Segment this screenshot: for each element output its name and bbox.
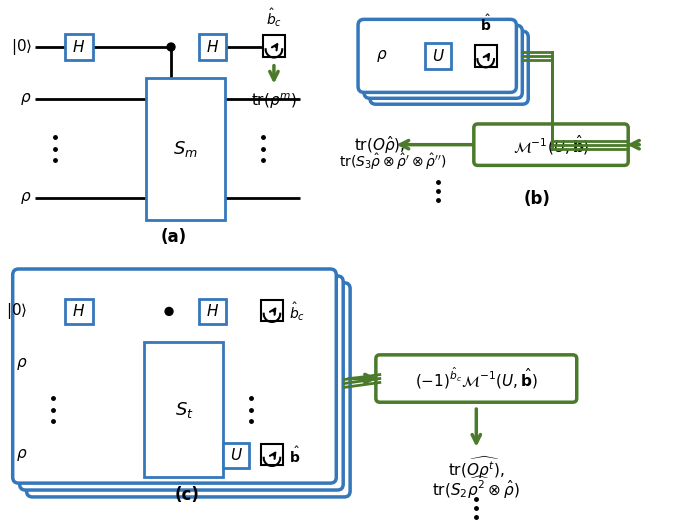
Text: $\rho$: $\rho$ [20,190,32,206]
FancyBboxPatch shape [358,19,516,93]
Text: (a): (a) [161,229,187,246]
Text: $H$: $H$ [206,303,219,320]
FancyBboxPatch shape [199,299,227,324]
FancyBboxPatch shape [65,299,93,324]
Text: $\mathrm{tr}(\widehat{O\rho^t}),$: $\mathrm{tr}(\widehat{O\rho^t}),$ [448,454,505,481]
Text: $\mathrm{tr}(O\hat{\rho}),$: $\mathrm{tr}(O\hat{\rho}),$ [354,134,406,156]
FancyBboxPatch shape [474,124,628,165]
Text: $(-1)^{\hat{b}_c}\mathcal{M}^{-1}(U,\hat{\mathbf{b}})$: $(-1)^{\hat{b}_c}\mathcal{M}^{-1}(U,\hat… [415,366,538,391]
Text: $H$: $H$ [206,39,219,55]
Text: $\mathrm{tr}(S_3\hat{\rho}\otimes\hat{\rho}^{\prime}\otimes\hat{\rho}^{\prime\pr: $\mathrm{tr}(S_3\hat{\rho}\otimes\hat{\r… [339,152,447,172]
Bar [261,300,283,321]
FancyBboxPatch shape [13,269,336,483]
Text: $\rho$: $\rho$ [16,356,27,372]
Text: $\hat{\mathbf{b}}$: $\hat{\mathbf{b}}$ [480,14,491,34]
Text: $\rho$: $\rho$ [16,448,27,463]
FancyBboxPatch shape [20,276,343,490]
FancyBboxPatch shape [376,355,577,402]
Text: $S_m$: $S_m$ [173,139,198,158]
Text: (c): (c) [175,486,199,504]
Text: $\rho$: $\rho$ [20,92,32,107]
Text: $S_t$: $S_t$ [175,400,193,419]
Bar [261,444,283,465]
Text: $U$: $U$ [432,48,445,64]
Text: $\rho$: $\rho$ [376,48,388,64]
FancyBboxPatch shape [145,342,223,477]
FancyBboxPatch shape [223,442,249,468]
Text: $\mathrm{tr}(\rho^m)$: $\mathrm{tr}(\rho^m)$ [251,92,297,111]
FancyBboxPatch shape [65,34,93,60]
FancyBboxPatch shape [370,31,528,104]
Text: $\hat{b}_c$: $\hat{b}_c$ [289,300,305,323]
FancyBboxPatch shape [199,34,227,60]
FancyBboxPatch shape [147,77,225,220]
Text: $U$: $U$ [230,448,242,463]
Text: $\hat{\mathbf{b}}$: $\hat{\mathbf{b}}$ [289,446,300,465]
Text: (b): (b) [524,190,551,208]
Text: $H$: $H$ [73,39,86,55]
Text: $H$: $H$ [73,303,86,320]
Circle shape [167,43,175,51]
Text: $\hat{b}_c$: $\hat{b}_c$ [266,7,282,29]
Bar [263,35,285,57]
FancyBboxPatch shape [27,283,350,497]
Bar [475,45,497,67]
Text: $|0\rangle$: $|0\rangle$ [6,301,27,322]
Text: $\mathrm{tr}(S_2\widehat{\rho^2}\otimes\hat{\rho})$: $\mathrm{tr}(S_2\widehat{\rho^2}\otimes\… [432,475,520,502]
FancyBboxPatch shape [364,25,523,98]
FancyBboxPatch shape [425,43,451,69]
Circle shape [165,308,173,315]
Text: $\mathcal{M}^{-1}(U,\hat{\mathbf{b}})$: $\mathcal{M}^{-1}(U,\hat{\mathbf{b}})$ [513,133,589,156]
Text: $|0\rangle$: $|0\rangle$ [11,37,32,57]
